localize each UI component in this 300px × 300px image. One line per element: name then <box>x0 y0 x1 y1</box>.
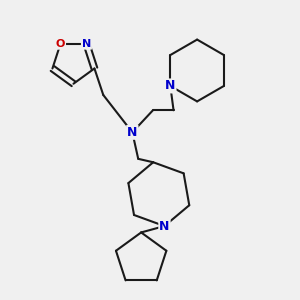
Text: N: N <box>165 80 175 92</box>
Text: O: O <box>56 39 65 49</box>
Text: N: N <box>159 220 170 232</box>
Text: N: N <box>127 126 137 139</box>
Text: N: N <box>82 39 91 49</box>
